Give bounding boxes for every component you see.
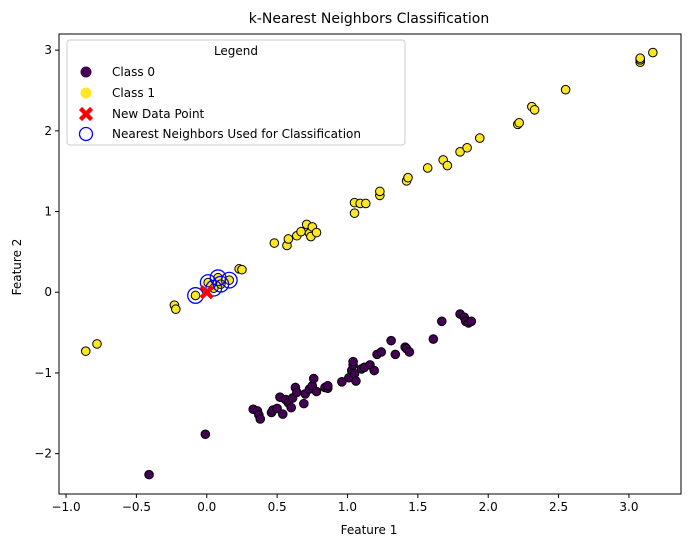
x-tick-label: 1.0 bbox=[338, 500, 357, 514]
class1-point bbox=[237, 264, 247, 275]
class1-point bbox=[296, 226, 306, 237]
legend-title: Legend bbox=[214, 44, 258, 58]
x-axis-label: Feature 1 bbox=[341, 523, 398, 537]
class1-point bbox=[560, 84, 571, 95]
legend-neighbors-marker bbox=[78, 126, 94, 142]
class1-point bbox=[311, 227, 322, 238]
nearest-neighbor-ring bbox=[220, 271, 238, 289]
class1-point bbox=[80, 346, 91, 356]
y-axis-label: Feature 2 bbox=[10, 239, 24, 296]
x-tick-label: 3.0 bbox=[619, 500, 638, 514]
class0-point bbox=[277, 409, 288, 419]
legend-class1-marker bbox=[80, 87, 92, 99]
plot-frame bbox=[58, 33, 682, 495]
legend-class0-marker bbox=[80, 66, 92, 78]
y-tick-label: −1 bbox=[34, 366, 52, 380]
class1-point bbox=[283, 234, 294, 244]
class1-point bbox=[269, 238, 280, 248]
class0-point bbox=[286, 402, 296, 413]
class0-point bbox=[404, 347, 415, 357]
chart-title: k-Nearest Neighbors Classification bbox=[249, 11, 489, 27]
class1-point bbox=[190, 290, 201, 301]
class0-point bbox=[255, 414, 266, 424]
x-tick-label: 0.5 bbox=[268, 500, 287, 514]
class1-point bbox=[474, 133, 485, 143]
plot-area bbox=[58, 33, 682, 495]
class0-point bbox=[144, 469, 154, 480]
class1-point bbox=[514, 117, 524, 128]
class0-point bbox=[322, 381, 333, 391]
x-tick-label: −1.0 bbox=[51, 500, 80, 514]
class0-point bbox=[337, 377, 347, 387]
class1-point bbox=[422, 163, 433, 173]
class0-point bbox=[348, 356, 358, 367]
legend-entry-class1: Class 1 bbox=[112, 86, 155, 100]
class1-point bbox=[462, 142, 472, 153]
x-axis: −1.0 −0.5 0.0 0.5 1.0 1.5 2.0 2.5 3.0 bbox=[51, 494, 638, 514]
class0-point bbox=[428, 334, 439, 344]
legend-entry-neighbors: Nearest Neighbors Used for Classificatio… bbox=[112, 127, 361, 141]
class1-point bbox=[375, 186, 385, 197]
x-tick-label: 1.5 bbox=[408, 500, 427, 514]
class1-point bbox=[648, 47, 658, 58]
legend-new-point-marker bbox=[78, 106, 94, 122]
class1-point bbox=[171, 304, 181, 314]
x-tick-label: 2.5 bbox=[549, 500, 568, 514]
legend-box bbox=[66, 39, 406, 146]
class0-point bbox=[390, 349, 401, 360]
class0-point bbox=[351, 376, 361, 386]
class1-point bbox=[635, 53, 645, 64]
x-tick-label: −0.5 bbox=[122, 500, 151, 514]
class1-point bbox=[455, 147, 465, 157]
new-data-point-marker bbox=[199, 285, 214, 300]
y-axis: −2 −1 0 1 2 3 bbox=[34, 43, 59, 461]
y-tick-label: −2 bbox=[34, 447, 52, 461]
class1-point bbox=[92, 339, 102, 349]
class0-point bbox=[308, 373, 319, 384]
legend: Legend Class 0 Class 1 New Data Point Neares… bbox=[66, 39, 406, 146]
nearest-neighbor-ring bbox=[212, 275, 230, 293]
class0-point bbox=[200, 429, 211, 440]
y-tick-label: 2 bbox=[44, 124, 52, 138]
y-tick-label: 0 bbox=[44, 285, 52, 299]
y-tick-label: 1 bbox=[44, 205, 52, 219]
class1-point bbox=[442, 160, 453, 171]
class0-point bbox=[376, 347, 387, 357]
class0-point bbox=[292, 387, 302, 398]
legend-entry-new-point: New Data Point bbox=[112, 107, 205, 121]
class0-point bbox=[466, 316, 477, 327]
class1-point bbox=[403, 172, 413, 183]
x-tick-label: 2.0 bbox=[479, 500, 498, 514]
class0-point bbox=[386, 335, 396, 346]
class1-point bbox=[349, 208, 360, 218]
x-tick-label: 0.0 bbox=[197, 500, 216, 514]
class1-point bbox=[360, 198, 371, 209]
class1-point bbox=[529, 105, 540, 115]
class0-point bbox=[436, 316, 447, 327]
class0-point bbox=[311, 386, 322, 397]
class0-point bbox=[369, 365, 380, 376]
class0-point bbox=[272, 403, 282, 414]
y-tick-label: 3 bbox=[44, 43, 52, 57]
class0-point bbox=[299, 398, 309, 409]
legend-entry-class0: Class 0 bbox=[112, 65, 155, 79]
